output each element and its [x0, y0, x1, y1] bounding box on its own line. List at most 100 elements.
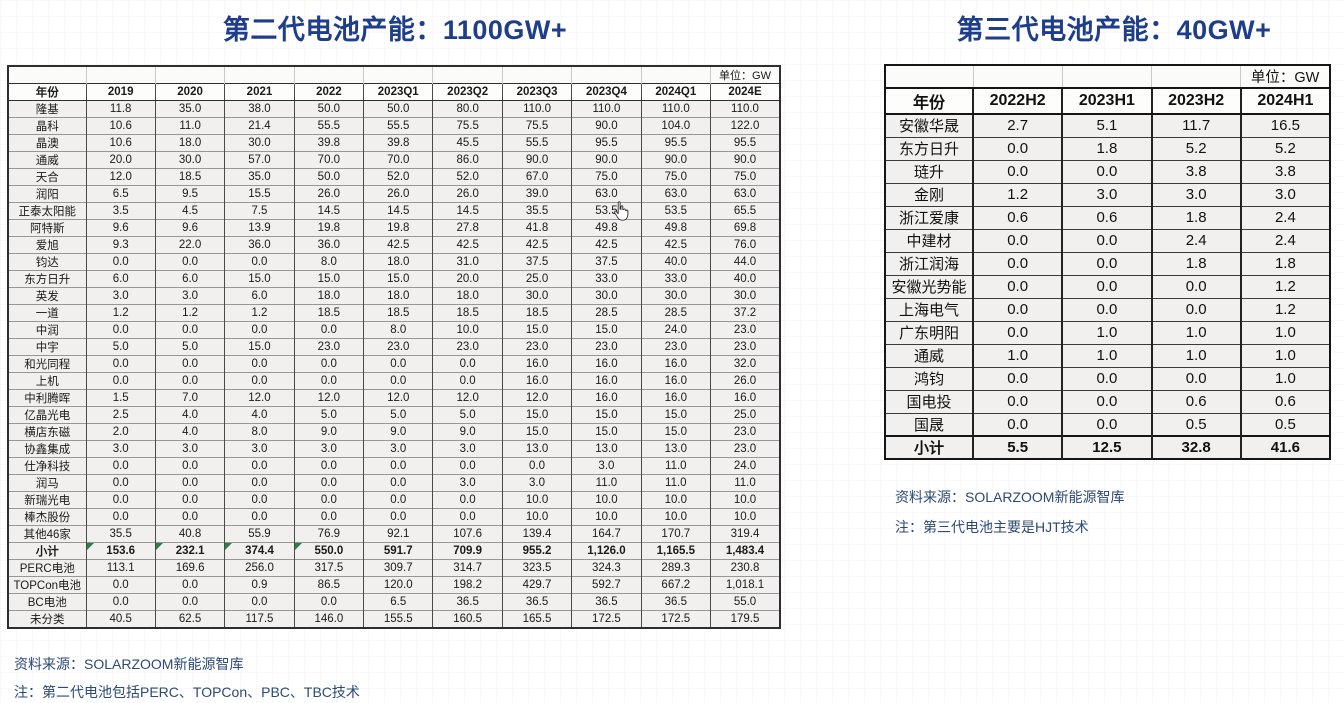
value-cell: 591.7: [363, 542, 433, 560]
value-cell: 0.0: [363, 372, 433, 390]
value-cell: 110.0: [571, 100, 642, 118]
row-label-cell: 英发: [8, 287, 86, 305]
value-cell: 26.0: [432, 185, 503, 203]
value-cell: 179.5: [710, 610, 780, 628]
value-cell: 90.0: [640, 151, 711, 169]
value-cell: 592.7: [571, 576, 642, 594]
value-cell: 63.0: [640, 185, 711, 203]
value-cell: 15.0: [571, 406, 642, 424]
value-cell: 16.0: [640, 389, 711, 407]
value-cell: 33.0: [640, 270, 711, 288]
row-label-cell: 浙江润海: [885, 251, 973, 275]
value-cell: 18.5: [363, 304, 433, 322]
column-header-cell: 2020: [154, 83, 225, 101]
value-cell: 169.6: [154, 559, 225, 577]
value-cell: 0.0: [154, 253, 225, 271]
value-cell: 1.8: [1150, 251, 1241, 275]
table-row: 亿晶光电 2.5 4.0 4.0 5.0 5.0 5.0 15.0 15.0 15.0 25.0: [8, 406, 780, 424]
table-row: 鸿钧 0.0 0.0 0.0 1.0: [885, 366, 1330, 390]
table-row: 通威 20.0 30.0 57.0 70.0 70.0 86.0 90.0 90.0 90.0 90…: [8, 151, 780, 169]
value-cell: 10.0: [710, 491, 780, 509]
value-cell: 10.0: [432, 321, 503, 339]
value-cell: 2.7: [971, 113, 1063, 137]
value-cell: 90.0: [710, 151, 780, 169]
value-cell: 0.0: [971, 297, 1063, 321]
value-cell: 36.0: [293, 236, 364, 254]
value-cell: 5.0: [85, 338, 156, 356]
value-cell: 0.0: [363, 457, 433, 475]
value-cell: 42.5: [640, 236, 711, 254]
value-cell: 31.0: [432, 253, 503, 271]
value-cell: 75.5: [432, 117, 503, 135]
value-cell: 10.0: [501, 508, 572, 526]
value-cell: 65.5: [710, 202, 780, 220]
value-cell: 42.5: [432, 236, 503, 254]
value-cell: 9.3: [85, 236, 156, 254]
row-label-cell: 国电投: [885, 389, 973, 413]
value-cell: 12.0: [501, 389, 572, 407]
value-cell: 11.7: [1150, 113, 1241, 137]
value-cell: 1.0: [1150, 343, 1241, 367]
value-cell: 70.0: [293, 151, 364, 169]
value-cell: 0.0: [293, 491, 364, 509]
value-cell: 23.0: [710, 440, 780, 458]
value-cell: 15.0: [501, 423, 572, 441]
excel-green-flag-icon: [295, 543, 302, 550]
value-cell: 13.0: [501, 440, 572, 458]
value-cell: 6.0: [85, 270, 156, 288]
value-cell: 198.2: [432, 576, 503, 594]
value-cell: 104.0: [640, 117, 711, 135]
value-cell: 53.5: [571, 202, 642, 220]
table-row: 钧达 0.0 0.0 0.0 8.0 18.0 31.0 37.5 37.5 40.0 44.0: [8, 253, 780, 271]
value-cell: 1.2: [224, 304, 295, 322]
value-cell: 4.0: [224, 406, 295, 424]
value-cell: 36.5: [501, 593, 572, 611]
value-cell: 18.0: [432, 287, 503, 305]
value-cell: 0.0: [224, 355, 295, 373]
row-label-cell: 亿晶光电: [8, 406, 86, 424]
subtotal-row: 小计 153.6 232.1 374.4 550.0 591.7 709.9 955.2 1,1…: [8, 542, 780, 560]
value-cell: 57.0: [224, 151, 295, 169]
value-cell: 110.0: [640, 100, 711, 118]
value-cell: 110.0: [501, 100, 572, 118]
value-cell: 18.5: [293, 304, 364, 322]
unit-row-spacer: [154, 66, 225, 84]
value-cell: 0.5: [1150, 412, 1241, 436]
table-row: 未分类 40.5 62.5 117.5 146.0 155.5 160.5 165.5 172.…: [8, 610, 780, 628]
value-cell: 0.0: [971, 412, 1063, 436]
value-cell: 67.0: [501, 168, 572, 186]
row-label-cell: 晶科: [8, 117, 86, 135]
value-cell: 70.0: [363, 151, 433, 169]
value-cell: 18.0: [363, 287, 433, 305]
value-cell: 12.0: [224, 389, 295, 407]
value-cell: 0.0: [293, 508, 364, 526]
column-header-cell: 2024E: [710, 83, 780, 101]
table-row: 其他46家 35.5 40.8 55.9 76.9 92.1 107.6 139.4 164.7…: [8, 525, 780, 543]
value-cell: 36.5: [432, 593, 503, 611]
value-cell: 30.0: [154, 151, 225, 169]
value-cell: 36.5: [640, 593, 711, 611]
table-row: 爱旭 9.3 22.0 36.0 36.0 42.5 42.5 42.5 42.5 42.5 76.…: [8, 236, 780, 254]
value-cell: 38.0: [224, 100, 295, 118]
value-cell: 63.0: [571, 185, 642, 203]
value-cell: 90.0: [501, 151, 572, 169]
value-cell: 12.0: [85, 168, 156, 186]
value-cell: 15.0: [293, 270, 364, 288]
value-cell: 16.0: [571, 389, 642, 407]
value-cell: 49.8: [640, 219, 711, 237]
value-cell: 0.0: [293, 321, 364, 339]
table-row: 国电投 0.0 0.0 0.6 0.6: [885, 389, 1330, 413]
value-cell: 0.0: [363, 355, 433, 373]
value-cell: 0.0: [971, 251, 1063, 275]
value-cell: 0.0: [85, 372, 156, 390]
value-cell: 55.0: [710, 593, 780, 611]
value-cell: 55.5: [501, 134, 572, 152]
value-cell: 16.0: [571, 372, 642, 390]
value-cell: 160.5: [432, 610, 503, 628]
value-cell: 667.2: [640, 576, 711, 594]
column-header-cell: 2022: [293, 83, 364, 101]
value-cell: 256.0: [224, 559, 295, 577]
value-cell: 16.0: [571, 355, 642, 373]
unit-row-spacer: [293, 66, 364, 84]
value-cell: 16.0: [640, 372, 711, 390]
